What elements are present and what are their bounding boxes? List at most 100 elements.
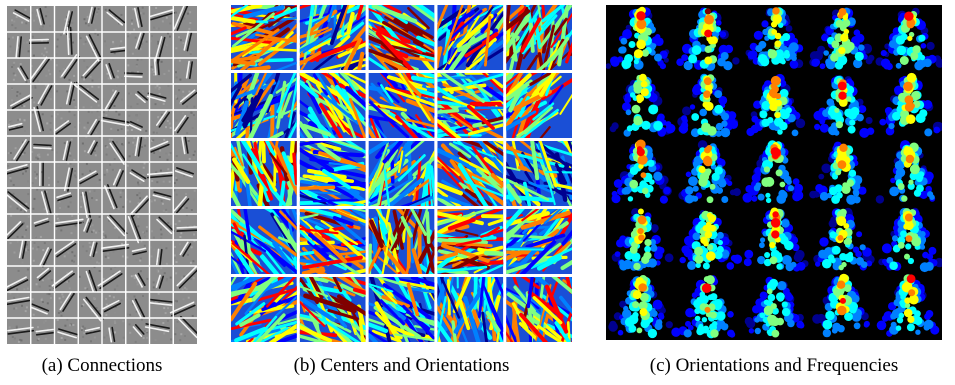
filter-cell bbox=[7, 118, 26, 132]
filter-cell bbox=[31, 242, 52, 268]
filter-cell bbox=[81, 136, 101, 157]
orientation-tile bbox=[299, 209, 366, 274]
filter-cell bbox=[175, 265, 197, 291]
filter-cell bbox=[80, 325, 101, 343]
filter-cell bbox=[127, 214, 148, 244]
filter-cell bbox=[101, 242, 130, 259]
filter-cell bbox=[173, 240, 196, 264]
filter-cell bbox=[126, 240, 147, 262]
filter-cell bbox=[174, 89, 197, 108]
filter-cell bbox=[127, 31, 148, 55]
filter-cell bbox=[11, 61, 29, 83]
filter-cell bbox=[149, 292, 173, 315]
filter-cell bbox=[149, 138, 172, 161]
filter-cell bbox=[146, 168, 173, 184]
filter-cell bbox=[7, 292, 31, 313]
filter-cell bbox=[127, 89, 148, 108]
filter-cell bbox=[56, 318, 78, 341]
filter-cell bbox=[7, 191, 30, 213]
frequency-tile bbox=[611, 139, 672, 204]
frequency-tile bbox=[677, 73, 739, 138]
filter-cell bbox=[56, 192, 73, 209]
frequency-tile bbox=[744, 276, 805, 338]
filter-cell bbox=[124, 58, 143, 78]
frequency-tile bbox=[676, 7, 740, 71]
filter-cell bbox=[102, 162, 124, 187]
frequency-tile bbox=[746, 73, 806, 137]
filter-cell bbox=[28, 35, 50, 57]
orientation-tile bbox=[231, 73, 297, 138]
caption-b: (b) Centers and Orientations bbox=[293, 355, 510, 376]
filter-cell bbox=[146, 84, 171, 106]
orientation-tile bbox=[368, 277, 435, 342]
filter-cell bbox=[150, 188, 172, 213]
orientation-tile bbox=[368, 73, 435, 138]
filter-cell bbox=[31, 83, 53, 106]
orientation-tile bbox=[437, 73, 504, 138]
filter-cell bbox=[31, 143, 54, 160]
orientation-tile bbox=[368, 141, 435, 206]
filter-cell bbox=[57, 162, 77, 192]
filter-cell bbox=[125, 189, 151, 217]
filter-cell bbox=[81, 58, 101, 82]
filter-cell bbox=[33, 214, 52, 239]
filter-cell bbox=[82, 240, 101, 265]
panel-a-connections bbox=[7, 6, 197, 344]
filter-cell bbox=[150, 58, 170, 77]
orientation-tile bbox=[368, 5, 435, 70]
filter-cell bbox=[9, 240, 30, 264]
filter-cell bbox=[7, 35, 30, 58]
orientation-tile bbox=[437, 277, 504, 342]
connections-filter-grid bbox=[7, 6, 197, 344]
filter-cell bbox=[7, 325, 35, 343]
filter-cell bbox=[51, 270, 75, 290]
frequency-tile bbox=[813, 75, 875, 138]
orientation-tile bbox=[299, 73, 366, 138]
filter-cell bbox=[173, 58, 193, 81]
orientation-tile bbox=[299, 141, 366, 206]
filter-cell bbox=[130, 6, 145, 31]
filter-cell bbox=[103, 40, 126, 55]
filter-cell bbox=[31, 6, 51, 31]
filter-cell bbox=[30, 292, 52, 316]
filter-cell bbox=[83, 6, 100, 31]
filter-cell bbox=[30, 161, 53, 187]
filter-cell bbox=[151, 216, 175, 239]
orientation-tile bbox=[437, 209, 504, 274]
frequency-tile bbox=[743, 207, 809, 272]
panel-b-centers-orientations bbox=[231, 5, 572, 342]
filter-cell bbox=[173, 6, 194, 31]
frequency-tile bbox=[671, 275, 736, 339]
orientation-tile bbox=[506, 141, 572, 206]
filter-cell bbox=[152, 267, 172, 289]
filter-cell bbox=[174, 315, 197, 342]
filter-cell bbox=[130, 270, 149, 288]
filter-cell bbox=[102, 58, 123, 80]
orientation-tile bbox=[231, 277, 297, 342]
filter-cell bbox=[169, 296, 196, 317]
filter-cell bbox=[35, 318, 55, 342]
filter-cell bbox=[11, 8, 32, 30]
filter-cell bbox=[173, 167, 194, 185]
filter-cell bbox=[31, 106, 53, 135]
filter-cell bbox=[81, 216, 101, 234]
frequency-tile bbox=[876, 274, 940, 337]
filter-cell bbox=[102, 295, 123, 316]
frequency-tile bbox=[812, 273, 870, 338]
orientation-tile bbox=[231, 5, 297, 70]
frequency-tile bbox=[875, 140, 936, 204]
centers-orientations-grid bbox=[231, 5, 572, 342]
caption-a: (a) Connections bbox=[41, 355, 163, 376]
filter-cell bbox=[104, 8, 126, 27]
filter-cell bbox=[7, 139, 30, 162]
frequency-tile bbox=[608, 275, 673, 339]
filter-cell bbox=[100, 110, 130, 132]
filter-cell bbox=[175, 30, 194, 55]
orientation-tile bbox=[506, 5, 572, 70]
filter-cell bbox=[32, 188, 52, 215]
orientation-tile bbox=[437, 5, 504, 70]
orientation-tile bbox=[299, 5, 366, 70]
frequency-tile bbox=[809, 141, 867, 205]
filter-cell bbox=[56, 138, 77, 161]
filter-cell bbox=[127, 136, 147, 158]
